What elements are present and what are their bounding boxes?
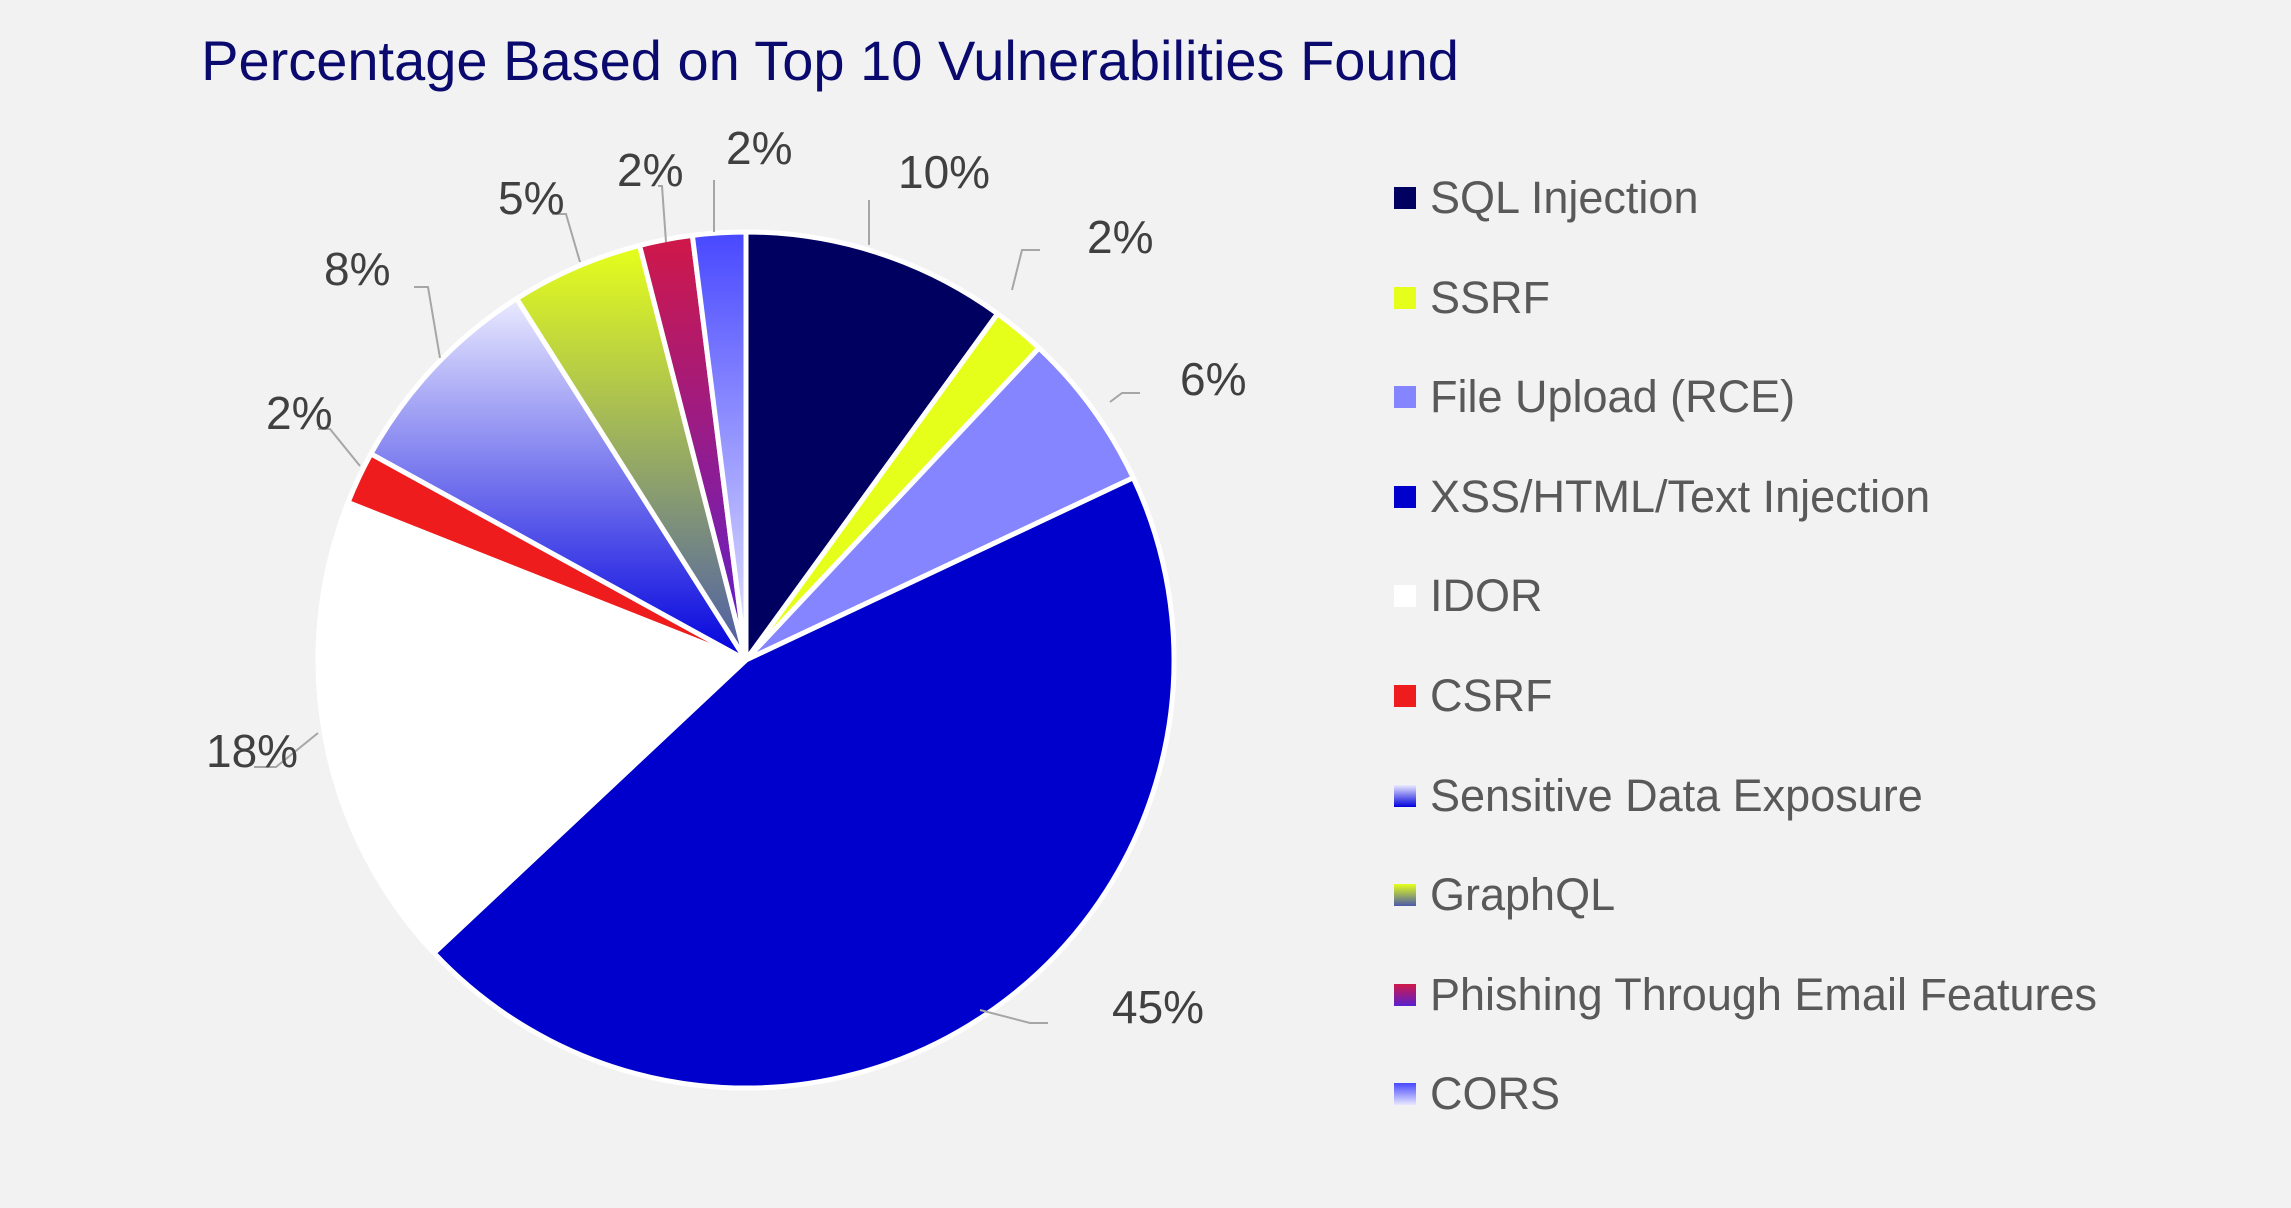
legend-swatch bbox=[1394, 485, 1416, 508]
data-label-sensitive-data-exposure: 8% bbox=[324, 243, 390, 295]
legend-label: CORS bbox=[1430, 1068, 1561, 1120]
legend-swatch bbox=[1394, 1083, 1416, 1106]
leader-line-phishing-through-email-features bbox=[658, 185, 667, 243]
legend-swatch bbox=[1394, 386, 1416, 409]
leader-line-file-upload-rce bbox=[1109, 392, 1140, 403]
legend-item-graphql: GraphQL bbox=[1394, 865, 2097, 925]
data-label-cors: 2% bbox=[726, 122, 792, 174]
legend-label: GraphQL bbox=[1430, 869, 1616, 921]
legend-label: CSRF bbox=[1430, 669, 1553, 721]
pie-slice-file-upload-rce bbox=[743, 345, 1136, 663]
leader-line-xss-html-text-injection bbox=[979, 1009, 1048, 1024]
legend-item-phishing-through-email-features: Phishing Through Email Features bbox=[1394, 965, 2097, 1025]
leader-line-idor bbox=[254, 732, 319, 768]
legend-item-ssrf: SSRF bbox=[1394, 268, 2097, 328]
legend-item-xss-html-text-injection: XSS/HTML/Text Injection bbox=[1394, 467, 2097, 527]
legend-swatch bbox=[1394, 884, 1416, 907]
pie-slice-sensitive-data-exposure bbox=[368, 296, 749, 663]
legend-label: SQL Injection bbox=[1430, 172, 1699, 223]
data-label-idor: 18% bbox=[206, 725, 298, 777]
legend-swatch bbox=[1394, 684, 1416, 707]
legend-label: Sensitive Data Exposure bbox=[1430, 769, 1923, 821]
legend-label: SSRF bbox=[1430, 271, 1551, 323]
legend-label: File Upload (RCE) bbox=[1430, 371, 1796, 423]
legend-item-sensitive-data-exposure: Sensitive Data Exposure bbox=[1394, 766, 2097, 826]
legend-swatch bbox=[1394, 784, 1416, 807]
legend-swatch bbox=[1394, 983, 1416, 1006]
legend-label: Phishing Through Email Features bbox=[1430, 968, 2098, 1020]
pie-slices bbox=[315, 229, 1177, 1091]
legend-item-file-upload-rce: File Upload (RCE) bbox=[1394, 367, 2097, 427]
pie-slice-idor bbox=[315, 499, 749, 956]
leader-line-csrf bbox=[318, 428, 361, 467]
chart-title: Percentage Based on Top 10 Vulnerabiliti… bbox=[201, 29, 1459, 92]
pie-slice-xss-html-text-injection bbox=[431, 475, 1177, 1091]
legend-label: IDOR bbox=[1430, 570, 1543, 622]
legend-item-csrf: CSRF bbox=[1394, 666, 2097, 726]
legend-label: XSS/HTML/Text Injection bbox=[1430, 470, 1931, 522]
leader-lines bbox=[254, 180, 1140, 1024]
data-label-sql-injection: 10% bbox=[898, 146, 990, 198]
data-label-csrf: 2% bbox=[266, 387, 332, 439]
legend: SQL Injection SSRF File Upload (RCE) XSS/HT… bbox=[1394, 168, 2097, 1164]
pie-slice-sql-injection bbox=[743, 229, 1001, 663]
data-label-graphql: 5% bbox=[498, 172, 564, 224]
data-labels: 10% 2% 6% 45% 18% 2% 8% 5% 2% 2% bbox=[206, 122, 1246, 1033]
leader-line-graphql bbox=[552, 213, 581, 263]
legend-item-cors: CORS bbox=[1394, 1064, 2097, 1124]
legend-swatch bbox=[1394, 286, 1416, 309]
legend-swatch bbox=[1394, 187, 1416, 209]
leader-line-ssrf bbox=[1011, 249, 1040, 291]
data-label-phishing-through-email-features: 2% bbox=[617, 144, 683, 196]
leader-line-sensitive-data-exposure bbox=[414, 286, 441, 359]
legend-item-sql-injection: SQL Injection bbox=[1394, 168, 2097, 228]
data-label-xss-html-text-injection: 45% bbox=[1112, 981, 1204, 1033]
data-label-file-upload-rce: 6% bbox=[1180, 353, 1246, 405]
data-label-ssrf: 2% bbox=[1087, 211, 1153, 263]
legend-item-idor: IDOR bbox=[1394, 566, 2097, 626]
legend-swatch bbox=[1394, 585, 1416, 608]
pie-slice-cors bbox=[689, 229, 749, 663]
